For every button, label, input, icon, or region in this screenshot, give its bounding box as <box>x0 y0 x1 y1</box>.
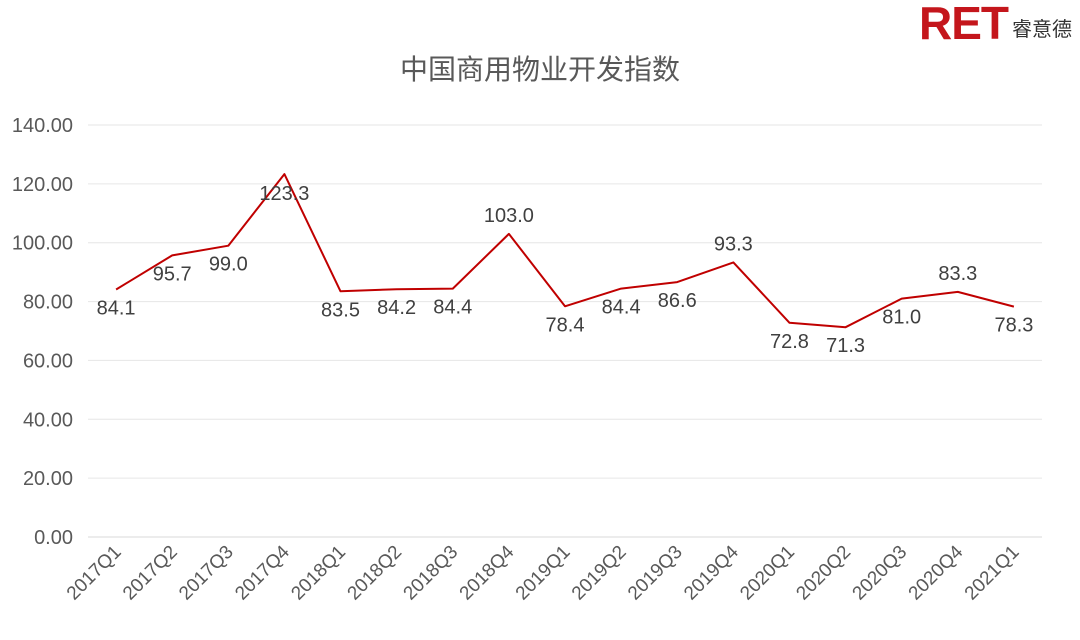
x-tick-label: 2017Q1 <box>63 542 126 605</box>
data-label: 84.1 <box>97 298 136 320</box>
x-tick-label: 2020Q1 <box>736 542 799 605</box>
y-tick-label: 60.00 <box>23 350 73 372</box>
x-tick-label: 2017Q2 <box>119 542 182 605</box>
x-tick-label: 2020Q4 <box>905 541 968 604</box>
y-tick-label: 0.00 <box>34 527 73 549</box>
x-tick-label: 2020Q2 <box>792 542 855 605</box>
x-tick-label: 2018Q2 <box>344 542 407 605</box>
x-tick-label: 2020Q3 <box>849 542 912 605</box>
data-label: 81.0 <box>882 307 921 329</box>
y-tick-label: 120.00 <box>12 174 73 196</box>
brand-logo: RET 睿意德 <box>919 0 1072 46</box>
x-tick-label: 2017Q4 <box>231 541 294 604</box>
x-tick-label: 2018Q3 <box>400 542 463 605</box>
x-tick-label: 2019Q2 <box>568 542 631 605</box>
x-axis-ticks: 2017Q12017Q22017Q32017Q42018Q12018Q22018… <box>63 541 1024 604</box>
data-labels: 84.1 95.7 99.0 123.3 83.5 84.2 84.4 103.0 78.4 84… <box>97 183 1034 357</box>
data-label: 86.6 <box>658 290 697 312</box>
x-tick-label: 2017Q3 <box>175 542 238 605</box>
x-tick-label: 2018Q4 <box>456 541 519 604</box>
data-label: 84.4 <box>602 297 641 319</box>
y-tick-label: 140.00 <box>12 115 73 137</box>
data-label: 83.5 <box>321 299 360 321</box>
series-line <box>115 173 1015 329</box>
x-tick-label: 2019Q4 <box>680 541 743 604</box>
y-tick-label: 20.00 <box>23 468 73 490</box>
chart-title: 中国商用物业开发指数 <box>399 53 680 86</box>
data-label: 99.0 <box>209 254 248 276</box>
y-tick-label: 40.00 <box>23 409 73 431</box>
data-label: 103.0 <box>484 205 534 227</box>
series-layer <box>115 173 1015 329</box>
y-tick-label: 100.00 <box>12 233 73 255</box>
data-label: 78.3 <box>994 315 1033 337</box>
data-label: 78.4 <box>546 314 585 336</box>
x-tick-label: 2018Q1 <box>287 542 350 605</box>
data-label: 93.3 <box>714 233 753 255</box>
x-tick-label: 2021Q1 <box>961 542 1024 605</box>
data-label: 84.2 <box>377 297 416 319</box>
logo-mark: RET <box>919 0 1009 49</box>
data-label: 95.7 <box>153 263 192 285</box>
x-tick-label: 2019Q1 <box>512 542 575 605</box>
data-label: 71.3 <box>826 335 865 357</box>
data-label: 84.4 <box>433 297 472 319</box>
data-label: 72.8 <box>770 331 809 353</box>
data-label: 123.3 <box>259 183 309 205</box>
gridlines <box>88 124 1042 538</box>
x-tick-label: 2019Q3 <box>624 542 687 605</box>
y-axis-ticks: 0.00 20.00 40.00 60.00 80.00 100.00 120.00 140.… <box>12 115 73 549</box>
data-label: 83.3 <box>938 263 977 285</box>
logo-company-name: 睿意德 <box>1012 17 1072 41</box>
y-tick-label: 80.00 <box>23 292 73 314</box>
